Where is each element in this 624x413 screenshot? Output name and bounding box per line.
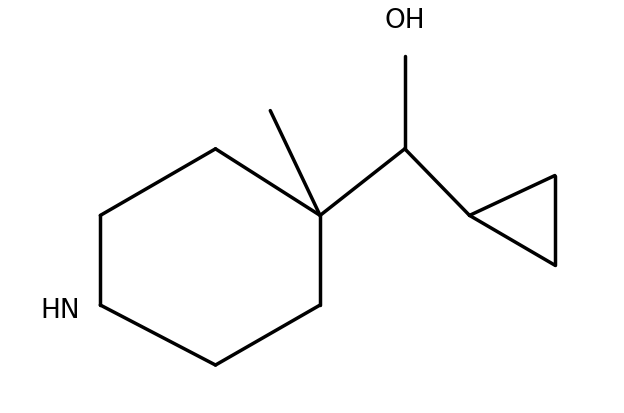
Text: OH: OH	[384, 8, 425, 34]
Text: HN: HN	[40, 298, 80, 324]
